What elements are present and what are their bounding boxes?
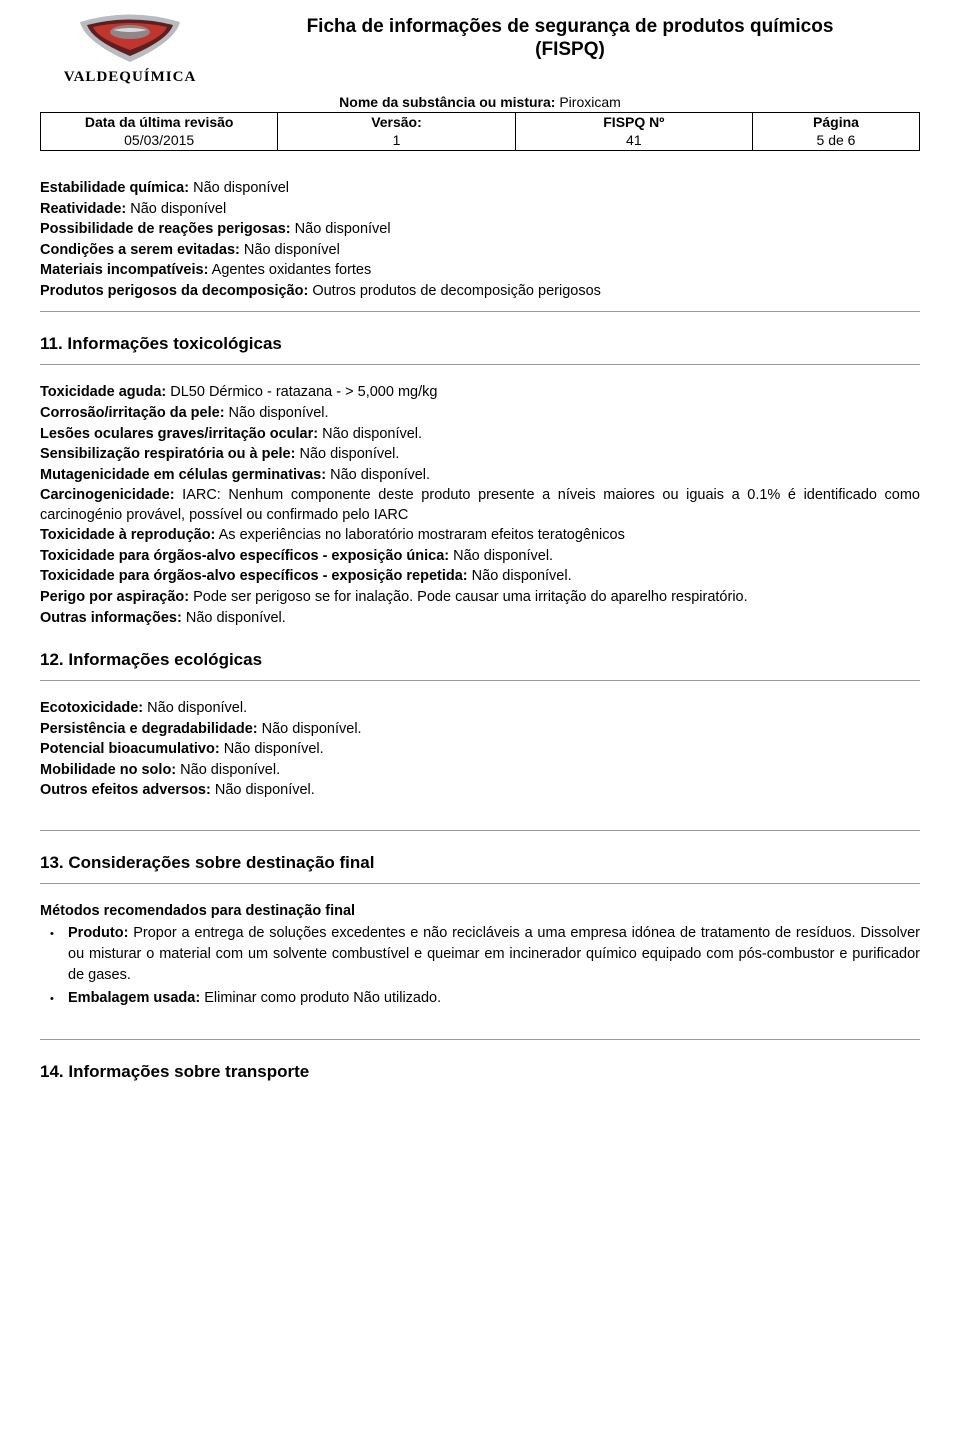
s12-l1-label: Ecotoxicidade: (40, 700, 143, 716)
s13-b1-label: Produto: (68, 925, 128, 941)
s10-l6-value: Outros produtos de decomposição perigoso… (308, 283, 601, 299)
s11-l4-value: Não disponível. (295, 446, 399, 462)
divider (40, 364, 920, 365)
meta-col3-value: 41 (626, 132, 642, 148)
document-header: VALDEQUÍMICA Ficha de informações de seg… (40, 12, 920, 86)
s11-l10-value: Pode ser perigoso se for inalação. Pode … (189, 589, 748, 605)
s11-l8-label: Toxicidade para órgãos-alvo específicos … (40, 548, 449, 564)
meta-col3-label: FISPQ Nº (603, 114, 664, 130)
s11-l9-label: Toxicidade para órgãos-alvo específicos … (40, 568, 468, 584)
divider (40, 311, 920, 312)
section-13-heading: 13. Considerações sobre destinação final (40, 853, 920, 873)
meta-col4-label: Página (813, 114, 859, 130)
s12-l5-value: Não disponível. (211, 782, 315, 798)
s11-l7-value: As experiências no laboratório mostraram… (215, 527, 624, 543)
meta-table: Data da última revisão 05/03/2015 Versão… (40, 112, 920, 151)
s12-l2-value: Não disponível. (258, 721, 362, 737)
s12-l3-label: Potencial bioacumulativo: (40, 741, 220, 757)
s11-l2-value: Não disponível. (225, 405, 329, 421)
section-14-heading: 14. Informações sobre transporte (40, 1062, 920, 1082)
s12-l3-value: Não disponível. (220, 741, 324, 757)
section-12-heading: 12. Informações ecológicas (40, 650, 920, 670)
list-item: Embalagem usada: Eliminar como produto N… (68, 988, 920, 1009)
s11-l11-value: Não disponível. (182, 610, 286, 626)
s10-l1-value: Não disponível (189, 180, 289, 196)
s11-l5-label: Mutagenicidade em células germinativas: (40, 467, 326, 483)
substance-row: Nome da substância ou mistura: Piroxicam (40, 94, 920, 110)
s11-l11-label: Outras informações: (40, 610, 182, 626)
s11-l5-value: Não disponível. (326, 467, 430, 483)
document-title-line1: Ficha de informações de segurança de pro… (220, 16, 920, 39)
meta-col1-value: 05/03/2015 (124, 132, 194, 148)
s10-l5-value: Agentes oxidantes fortes (208, 262, 371, 278)
list-item: Produto: Propor a entrega de soluções ex… (68, 923, 920, 986)
s10-l4-label: Condições a serem evitadas: (40, 242, 240, 258)
s11-l3-value: Não disponível. (318, 426, 422, 442)
s11-l2-label: Corrosão/irritação da pele: (40, 405, 225, 421)
meta-col4-value: 5 de 6 (817, 132, 856, 148)
document-title-block: Ficha de informações de segurança de pro… (220, 12, 920, 62)
document-body: Estabilidade química: Não disponível Rea… (40, 179, 920, 1082)
meta-col2-value: 1 (393, 132, 401, 148)
divider (40, 830, 920, 831)
s10-l5-label: Materiais incompatíveis: (40, 262, 208, 278)
s10-l6-label: Produtos perigosos da decomposição: (40, 283, 308, 299)
divider (40, 1039, 920, 1040)
s13-subheading: Métodos recomendados para destinação fin… (40, 903, 355, 919)
s12-l5-label: Outros efeitos adversos: (40, 782, 211, 798)
s10-l3-label: Possibilidade de reações perigosas: (40, 221, 291, 237)
meta-col2-label: Versão: (371, 114, 422, 130)
s11-l7-label: Toxicidade à reprodução: (40, 527, 215, 543)
s13-bullet-list: Produto: Propor a entrega de soluções ex… (40, 923, 920, 1009)
s11-l9-value: Não disponível. (468, 568, 572, 584)
s11-l8-value: Não disponível. (449, 548, 553, 564)
s13-b2-value: Eliminar como produto Não utilizado. (200, 990, 441, 1006)
section-13-body: Métodos recomendados para destinação fin… (40, 902, 920, 1009)
company-logo-icon (75, 12, 185, 67)
s12-l1-value: Não disponível. (143, 700, 247, 716)
substance-value: Piroxicam (559, 94, 620, 110)
meta-col1-label: Data da última revisão (85, 114, 234, 130)
s10-l2-label: Reatividade: (40, 201, 126, 217)
logo-block: VALDEQUÍMICA (40, 12, 220, 86)
s11-l3-label: Lesões oculares graves/irritação ocular: (40, 426, 318, 442)
s12-l4-label: Mobilidade no solo: (40, 762, 176, 778)
s11-l1-value: DL50 Dérmico - ratazana - > 5,000 mg/kg (166, 384, 437, 400)
section-10-body: Estabilidade química: Não disponível Rea… (40, 179, 920, 301)
document-title-line2: (FISPQ) (220, 39, 920, 62)
s11-l10-label: Perigo por aspiração: (40, 589, 189, 605)
s10-l4-value: Não disponível (240, 242, 340, 258)
company-name: VALDEQUÍMICA (64, 69, 197, 86)
s13-b2-label: Embalagem usada: (68, 990, 200, 1006)
s10-l3-value: Não disponível (291, 221, 391, 237)
section-12-body: Ecotoxicidade: Não disponível. Persistên… (40, 699, 920, 801)
s11-l4-label: Sensibilização respiratória ou à pele: (40, 446, 295, 462)
s11-l6-label: Carcinogenicidade: (40, 487, 175, 503)
s12-l2-label: Persistência e degradabilidade: (40, 721, 258, 737)
s10-l2-value: Não disponível (126, 201, 226, 217)
s11-l1-label: Toxicidade aguda: (40, 384, 166, 400)
substance-label: Nome da substância ou mistura: (339, 94, 555, 110)
divider (40, 883, 920, 884)
section-11-body: Toxicidade aguda: DL50 Dérmico - ratazan… (40, 383, 920, 628)
divider (40, 680, 920, 681)
s12-l4-value: Não disponível. (176, 762, 280, 778)
section-11-heading: 11. Informações toxicológicas (40, 334, 920, 354)
s13-b1-value: Propor a entrega de soluções excedentes … (68, 925, 920, 983)
s10-l1-label: Estabilidade química: (40, 180, 189, 196)
